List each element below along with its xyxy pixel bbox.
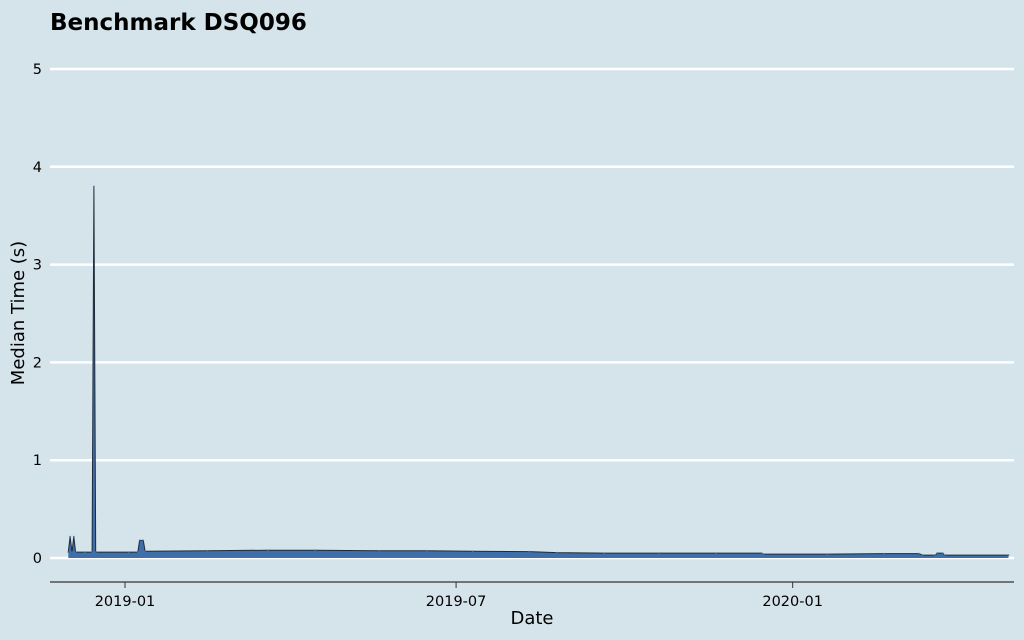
data-point bbox=[67, 551, 70, 553]
y-tick-label: 4 bbox=[33, 160, 42, 176]
y-tick-label: 2 bbox=[33, 355, 42, 371]
data-point bbox=[943, 554, 946, 556]
y-tick-labels: 0 1 2 3 4 5 bbox=[33, 62, 42, 567]
data-point bbox=[826, 553, 829, 555]
data-point bbox=[266, 549, 269, 551]
data-point bbox=[471, 550, 474, 552]
y-tick-label: 0 bbox=[33, 551, 42, 567]
data-point bbox=[71, 551, 73, 553]
data-point bbox=[921, 554, 924, 556]
data-point bbox=[138, 539, 141, 542]
y-tick-label: 1 bbox=[33, 453, 42, 469]
data-point bbox=[91, 551, 93, 553]
data-point bbox=[314, 549, 317, 551]
data-point bbox=[93, 185, 95, 188]
data-point bbox=[1007, 554, 1010, 556]
y-tick-label: 5 bbox=[33, 62, 42, 78]
data-point bbox=[528, 550, 531, 553]
data-point bbox=[378, 549, 381, 552]
data-point bbox=[84, 551, 86, 553]
data-point bbox=[918, 552, 920, 555]
data-point bbox=[73, 535, 75, 538]
series-layer bbox=[67, 185, 1010, 558]
data-point bbox=[934, 554, 937, 556]
data-point bbox=[94, 551, 97, 553]
data-point bbox=[762, 553, 765, 555]
data-point bbox=[715, 552, 717, 554]
data-point bbox=[74, 551, 77, 553]
data-point bbox=[426, 549, 428, 552]
chart-title: Benchmark DSQ096 bbox=[50, 10, 307, 36]
y-axis-label: Median Time (s) bbox=[8, 241, 29, 385]
data-point bbox=[936, 552, 938, 554]
x-axis-label: Date bbox=[510, 608, 553, 629]
data-point bbox=[658, 552, 660, 554]
data-point bbox=[206, 549, 209, 552]
x-tick-label: 2019-07 bbox=[426, 594, 487, 610]
data-point bbox=[941, 552, 944, 554]
data-point bbox=[142, 539, 145, 542]
x-tick-label: 2019-01 bbox=[95, 594, 156, 610]
data-point bbox=[555, 551, 558, 554]
x-tick-label: 2020-01 bbox=[762, 594, 823, 610]
data-point bbox=[127, 551, 130, 553]
data-point bbox=[603, 552, 606, 554]
x-tick-labels: 2019-01 2019-07 2020-01 bbox=[95, 582, 823, 610]
data-point bbox=[69, 535, 71, 538]
y-tick-label: 3 bbox=[33, 258, 42, 274]
data-point bbox=[883, 552, 885, 555]
data-point bbox=[144, 550, 146, 552]
data-point bbox=[137, 551, 139, 553]
data-point bbox=[760, 552, 763, 554]
